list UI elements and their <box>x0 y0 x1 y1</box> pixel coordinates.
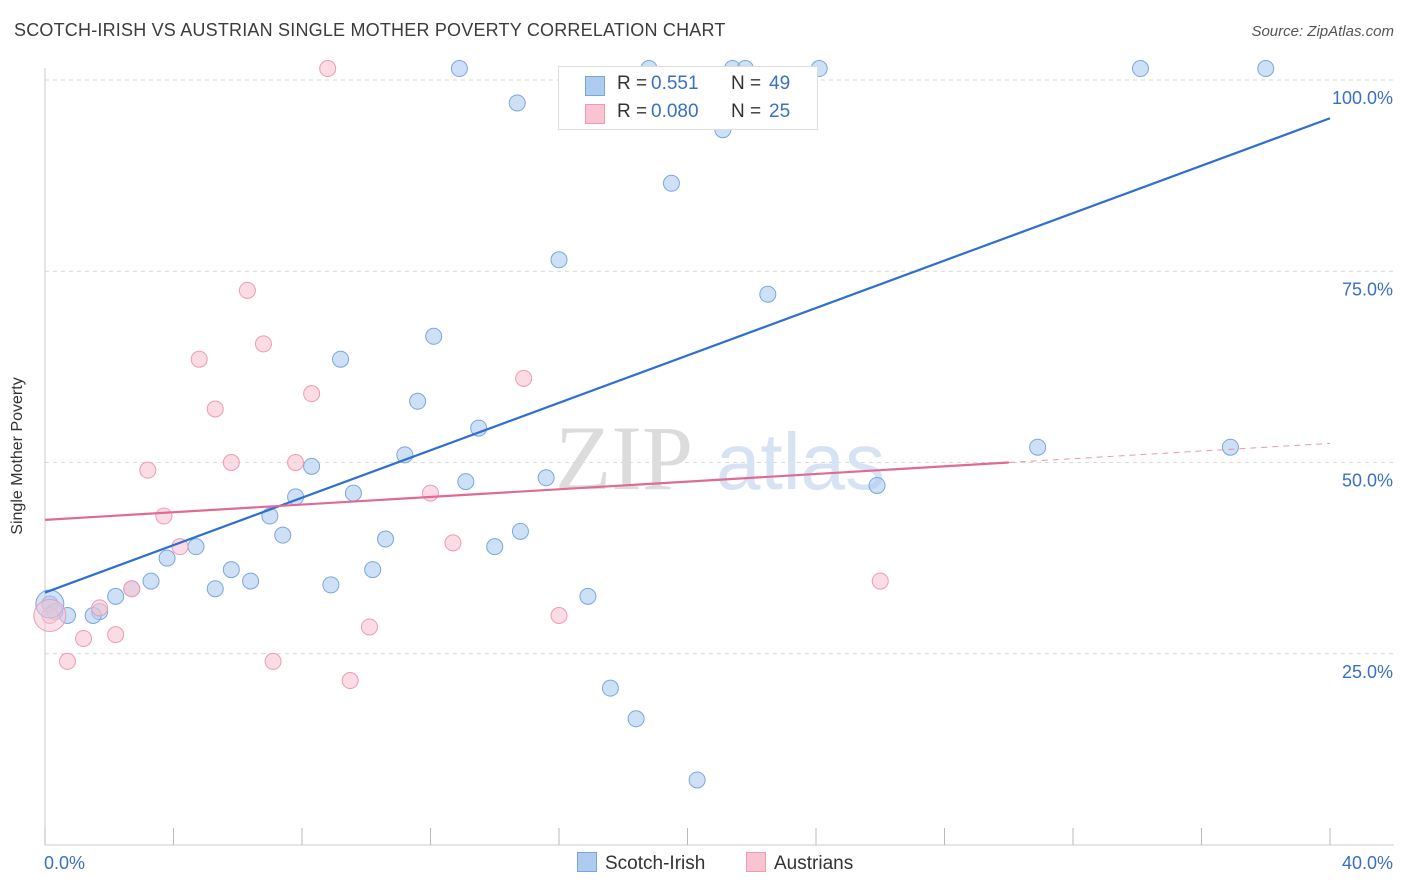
legend-swatch-scotch-irish <box>585 76 605 96</box>
austrians-point <box>422 484 439 502</box>
austrians-point <box>222 454 240 471</box>
austrians-point <box>206 400 224 418</box>
scotch-irish-point <box>868 476 886 494</box>
legend-n-value: 25 <box>769 101 791 122</box>
scotch-irish-point <box>550 251 568 269</box>
watermark-atlas: atlas <box>716 417 885 506</box>
scotch-irish-point <box>142 572 160 590</box>
austrians-trend-extension <box>1008 442 1331 463</box>
legend-swatch-austrians <box>585 104 605 124</box>
scotch-irish-point <box>1257 60 1275 78</box>
legend-n-label: N = <box>731 73 762 94</box>
watermark-zip: ZIP <box>555 407 693 509</box>
scotch-irish-point <box>274 526 292 544</box>
legend-item-austrians[interactable]: Austrians <box>746 852 853 875</box>
scotch-irish-point <box>107 587 125 605</box>
austrians-point <box>123 580 141 598</box>
scotch-irish-point <box>377 530 395 548</box>
austrians-point <box>515 369 533 387</box>
scotch-irish-point <box>579 587 597 605</box>
austrians-point <box>254 335 272 353</box>
legend-n-value: 49 <box>769 73 791 94</box>
legend-r-value: 0.551 <box>651 73 699 94</box>
y-tick-label: 25.0% <box>1342 662 1393 682</box>
chart-title: SCOTCH-IRISH VS AUSTRIAN SINGLE MOTHER P… <box>14 20 726 40</box>
austrians-point <box>91 599 109 617</box>
scotch-irish-point <box>450 60 468 78</box>
austrians-point <box>341 672 359 690</box>
austrians-point <box>238 281 256 299</box>
source-label: Source: ZipAtlas.com <box>1251 23 1394 40</box>
austrians-trend-line <box>44 461 1009 521</box>
legend-label-austrians: Austrians <box>774 853 854 874</box>
scotch-irish-point <box>206 580 224 598</box>
scotch-irish-point <box>303 457 321 475</box>
scotch-irish-point <box>187 538 205 556</box>
scotch-irish-point <box>158 549 176 567</box>
legend-r-value: 0.080 <box>651 101 699 122</box>
legend-row-scotch-irish: R = 0.551 N = 49 <box>559 73 817 99</box>
scotch-irish-point <box>425 327 443 345</box>
austrians-point <box>264 652 282 670</box>
legend-swatch-scotch-irish <box>577 852 597 872</box>
trend-lines <box>44 117 1331 594</box>
austrians-point <box>303 385 321 403</box>
scotch-irish-point <box>486 538 504 556</box>
scotch-irish-point <box>627 710 645 728</box>
legend-item-scotch-irish[interactable]: Scotch-Irish <box>577 852 705 875</box>
legend-row-austrians: R = 0.080 N = 25 <box>559 101 817 127</box>
legend-label-scotch-irish: Scotch-Irish <box>605 853 706 874</box>
austrians-point <box>75 629 93 647</box>
legend-swatch-austrians <box>746 852 766 872</box>
gridlines <box>45 79 1394 655</box>
scotch-irish-point <box>508 94 526 112</box>
y-tick-label: 75.0% <box>1342 279 1393 299</box>
tick-labels: 25.0% 50.0% 75.0% 100.0% 0.0% 40.0% <box>44 88 1393 873</box>
austrians-point <box>190 350 208 368</box>
y-tick-label: 50.0% <box>1342 471 1393 491</box>
austrians-point <box>139 461 157 479</box>
austrians-point <box>33 599 67 632</box>
austrians-point <box>550 607 568 624</box>
austrians-point <box>287 454 305 471</box>
series-legend: Scotch-Irish Austrians <box>0 852 1406 876</box>
y-tick-label: 100.0% <box>1332 88 1393 108</box>
austrians-point <box>107 626 125 644</box>
scotch-irish-point <box>242 572 260 590</box>
scotch-irish-trend-line <box>44 117 1331 594</box>
scotch-irish-point <box>222 561 240 579</box>
scotch-irish-point <box>662 174 680 192</box>
axes <box>44 68 1394 846</box>
austrians-point <box>58 652 76 670</box>
legend-n-label: N = <box>731 101 762 122</box>
x-tick-label: 40.0% <box>1342 853 1393 873</box>
x-tick-label: 0.0% <box>44 853 85 873</box>
scotch-irish-point <box>537 469 555 487</box>
austrians-point <box>155 507 173 525</box>
austrians-point <box>319 60 337 78</box>
scotch-irish-point <box>332 350 350 368</box>
scotch-irish-point <box>688 771 706 789</box>
scotch-irish-point <box>759 285 777 303</box>
scotch-irish-point <box>344 484 362 502</box>
legend-r-label: R = <box>617 73 648 94</box>
legend-r-label: R = <box>617 101 648 122</box>
scotch-irish-point <box>1029 438 1047 456</box>
austrians-point <box>871 572 889 590</box>
scotch-irish-point <box>457 473 475 491</box>
scotch-irish-point <box>511 522 529 540</box>
scotch-irish-point <box>1221 438 1239 456</box>
scotch-irish-point <box>601 679 619 697</box>
scotch-irish-point <box>1131 60 1149 78</box>
scotch-irish-point <box>409 392 427 410</box>
correlation-legend: R = 0.551 N = 49 R = 0.080 N = 25 <box>558 66 818 130</box>
austrians-point <box>360 618 378 636</box>
austrians-point <box>444 534 462 552</box>
scotch-irish-point <box>322 576 340 594</box>
y-axis-label: Single Mother Poverty <box>9 377 26 535</box>
scotch-irish-point <box>364 561 382 579</box>
